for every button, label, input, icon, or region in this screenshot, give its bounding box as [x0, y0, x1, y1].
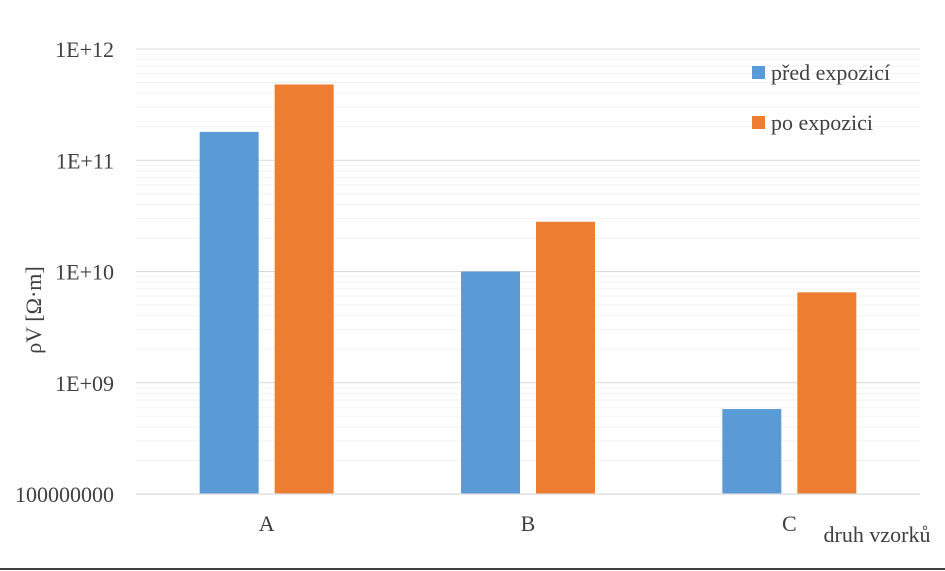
y-axis-title: ρV [Ω·m] [21, 266, 46, 353]
y-tick-label: 1E+10 [55, 260, 114, 285]
x-tick-labels: A B C [259, 511, 797, 536]
bar-a-series-2 [274, 84, 334, 494]
x-axis-title: druh vzorků [824, 522, 931, 547]
legend-swatch [752, 66, 765, 79]
x-tick-label: A [259, 511, 275, 536]
bars [199, 84, 857, 494]
y-tick-label: 1E+09 [55, 371, 114, 396]
legend-swatch [752, 116, 765, 129]
legend-label: před expozicí [771, 60, 890, 85]
legend-label: po expozici [771, 110, 873, 135]
bar-c-series-2 [797, 292, 857, 494]
y-tick-label: 1E+12 [55, 37, 114, 62]
x-tick-label: B [521, 511, 536, 536]
y-tick-label: 100000000 [15, 482, 114, 507]
bar-b-series-2 [536, 221, 595, 494]
legend: před expozicí po expozici [752, 60, 890, 135]
grid-lines [136, 48, 920, 462]
bar-b-series-1 [461, 271, 520, 494]
bar-a-series-1 [199, 131, 259, 494]
y-tick-label: 1E+11 [56, 148, 114, 173]
bar-c-series-1 [722, 409, 782, 494]
x-tick-label: C [782, 511, 797, 536]
y-tick-labels: 100000000 1E+09 1E+10 1E+11 1E+12 [15, 37, 114, 507]
